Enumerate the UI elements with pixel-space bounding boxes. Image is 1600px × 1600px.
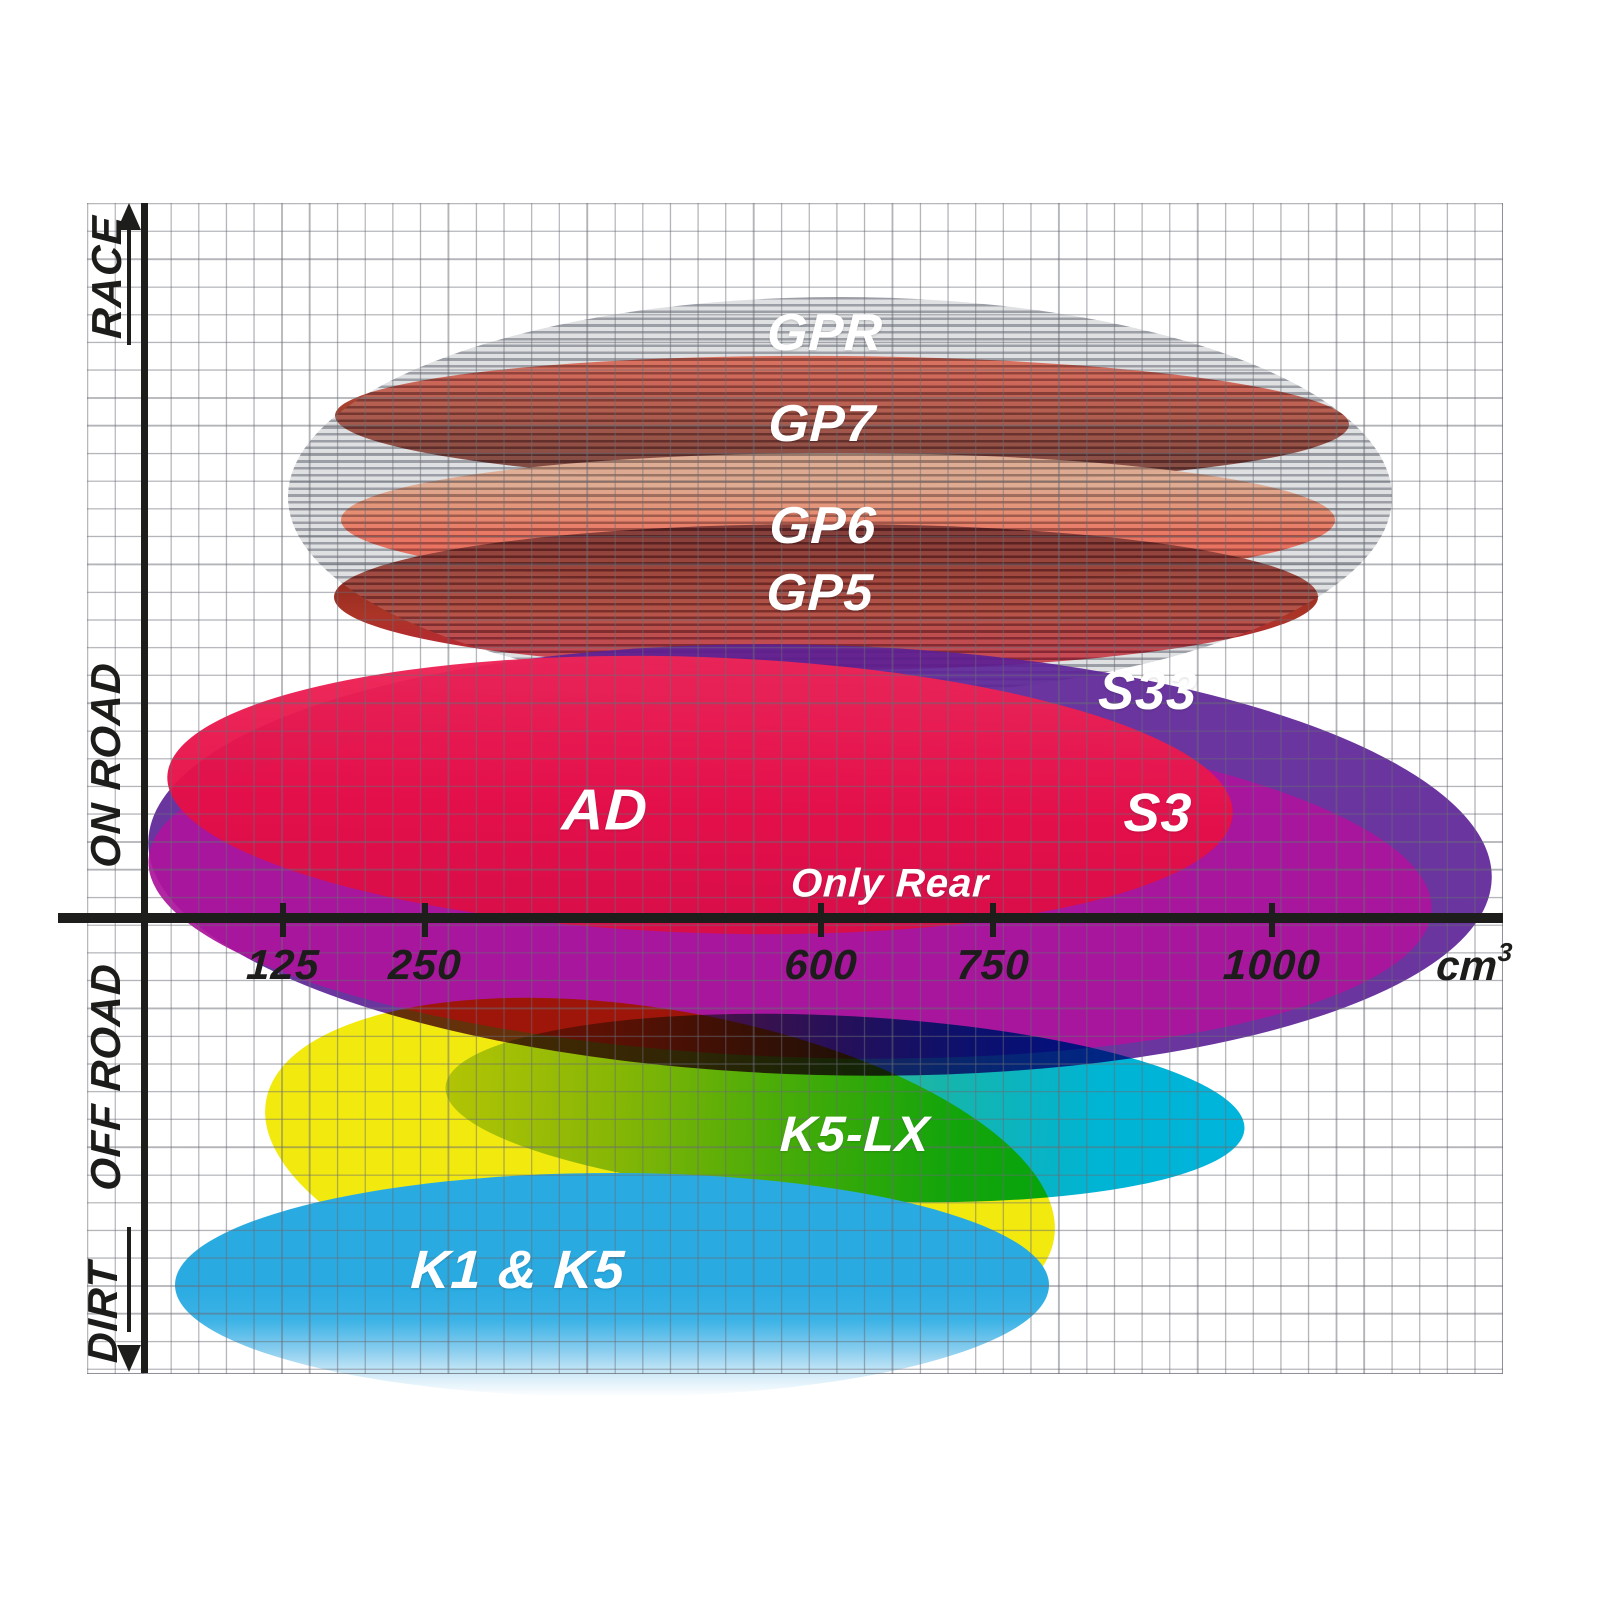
product-label-gp6: GP6 <box>767 497 879 555</box>
product-label-gpr: GPR <box>765 304 885 362</box>
up-arrow-line <box>127 228 131 345</box>
y-axis-line <box>141 203 148 1373</box>
y-label-race: RACE <box>83 214 130 340</box>
product-label-ad: AD <box>560 777 650 843</box>
x-tick-label-600: 600 <box>783 941 859 988</box>
y-label-off-road: OFF ROAD <box>82 962 129 1192</box>
x-axis-line <box>58 913 1503 923</box>
product-label-s33: S33 <box>1096 661 1200 721</box>
x-tick-250 <box>422 903 428 937</box>
down-arrow-icon <box>117 1345 141 1372</box>
unit-base: cm <box>1435 942 1499 989</box>
down-arrow-line <box>127 1227 131 1332</box>
x-tick-750 <box>990 903 996 937</box>
product-label-gp7: GP7 <box>766 395 878 453</box>
x-tick-125 <box>280 903 286 937</box>
product-label-gp5: GP5 <box>764 564 876 622</box>
product-label-s3: S3 <box>1122 783 1194 843</box>
x-tick-label-1000: 1000 <box>1222 941 1322 988</box>
x-tick-600 <box>818 903 824 937</box>
x-tick-label-250: 250 <box>387 941 463 988</box>
product-label-k5-lx: K5-LX <box>778 1106 932 1162</box>
product-label-only-rear: Only Rear <box>789 861 991 906</box>
y-label-on-road: ON ROAD <box>82 661 129 869</box>
x-tick-label-125: 125 <box>245 941 321 988</box>
x-tick-1000 <box>1269 903 1275 937</box>
up-arrow-icon <box>117 203 141 230</box>
x-tick-label-750: 750 <box>955 941 1031 988</box>
unit-exponent: 3 <box>1497 937 1514 967</box>
x-axis-unit-label: cm3 <box>1435 937 1513 990</box>
product-label-k1-k5: K1 & K5 <box>409 1240 627 1300</box>
